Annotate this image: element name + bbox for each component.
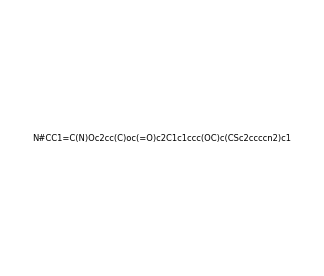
Text: N#CC1=C(N)Oc2cc(C)oc(=O)c2C1c1ccc(OC)c(CSc2ccccn2)c1: N#CC1=C(N)Oc2cc(C)oc(=O)c2C1c1ccc(OC)c(C…: [32, 134, 292, 142]
